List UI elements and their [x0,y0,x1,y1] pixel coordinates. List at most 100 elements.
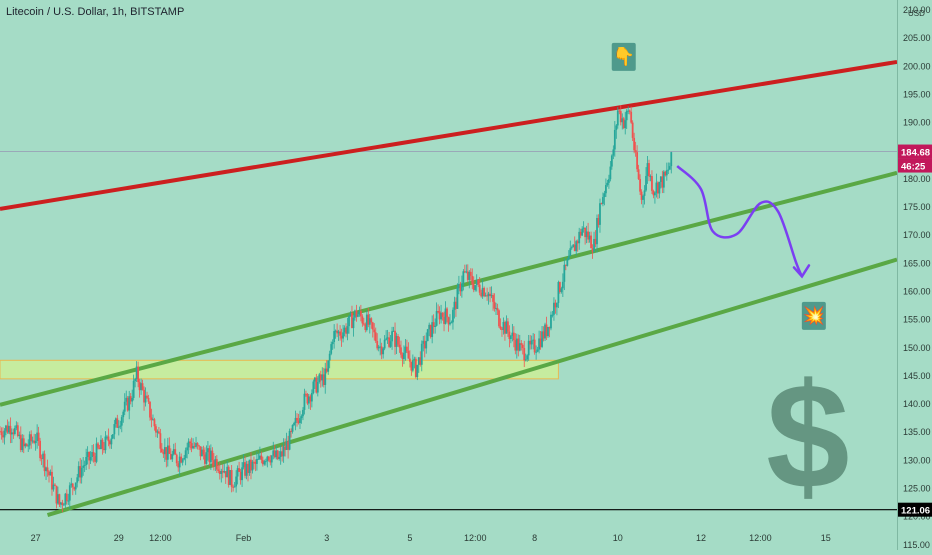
candle-body [551,314,554,316]
candle-body [337,331,340,334]
candle-body [469,271,472,276]
level-price-badge-bg [898,502,932,517]
candle-body [570,247,573,249]
candle-body [501,328,503,330]
candle-body [496,307,499,311]
candle-body [521,344,524,349]
candle-body [282,446,285,457]
candle-body [251,461,254,471]
candle-body [652,190,655,196]
candle-body [468,271,471,280]
candle-body [518,343,521,351]
candle-body [627,110,630,112]
candle-body [452,309,454,323]
candle-body [16,425,19,436]
candle-body [558,282,561,292]
candle-body [40,458,43,460]
candle-body [512,332,515,341]
candle-body [582,227,585,229]
y-tick-label: 160.00 [903,286,931,296]
candle-body [37,432,40,441]
candle-body [114,418,117,425]
candle-body [198,445,200,447]
candle-body [9,425,12,435]
candle-body [278,456,281,459]
candle-body [471,275,474,285]
candle-body [196,443,199,446]
level-price-badge: 121.06 [901,506,930,517]
candle-body [624,120,627,129]
candle-body [110,438,113,445]
candle-body [480,292,483,297]
candle-body [370,318,373,323]
candle-body [143,389,145,403]
candle-body [553,302,555,315]
y-tick-label: 210.00 [903,5,931,15]
candle-body [195,443,197,447]
y-tick-label: 200.00 [903,61,931,71]
candle-body [417,357,420,365]
candle-body [227,466,230,485]
candle-body [616,110,619,126]
y-tick-label: 155.00 [903,315,931,325]
candle-body [615,125,618,130]
candle-body [97,443,99,448]
chart-title: Litecoin / U.S. Dollar, 1h, BITSTAMP [6,6,185,18]
candle-body [158,431,160,434]
candle-body [340,335,343,339]
candle-body [330,344,333,354]
candle-body [642,195,644,200]
x-tick-label: Feb [236,533,252,543]
y-tick-label: 135.00 [903,427,931,437]
candle-body [478,284,481,293]
candle-body [144,395,147,403]
candle-body [59,502,62,505]
candle-body [636,152,639,170]
candle-body [407,351,410,359]
candle-body [371,322,374,330]
candle-body [441,312,444,317]
candle-body [241,467,243,481]
candle-body [656,182,659,194]
candle-body [502,322,505,330]
candle-body [443,316,445,324]
projection-arrow-head [792,264,811,279]
candle-body [177,463,180,468]
candle-body [254,462,257,464]
candle-body [474,285,477,291]
candle-body [190,443,193,449]
candle-body [524,359,527,361]
candle-body [483,287,486,297]
candle-body [339,331,341,336]
candle-body [21,438,24,451]
candle-body [449,322,451,325]
candle-body [668,166,671,170]
candle-body [619,111,622,123]
candle-body [104,436,107,451]
candle-body [0,431,3,436]
candle-body [8,425,10,433]
candle-body [171,454,174,460]
candle-body [126,397,129,411]
candle-body [302,409,304,417]
candle-body [457,284,460,288]
candle-body [34,440,37,443]
candle-body [584,227,587,238]
y-tick-label: 180.00 [903,174,931,184]
candle-body [346,326,349,334]
candle-body [36,432,39,441]
candle-body [602,197,604,204]
candle-body [103,448,105,451]
candle-body [376,341,379,349]
candle-body [238,468,241,472]
candle-body [221,470,224,473]
candle-body [385,338,388,340]
candle-body [137,366,140,383]
candle-body [535,351,538,353]
candle-body [453,301,456,310]
candle-body [152,419,154,421]
candle-body [294,417,297,424]
candle-body [569,248,572,257]
candle-body [342,332,344,339]
